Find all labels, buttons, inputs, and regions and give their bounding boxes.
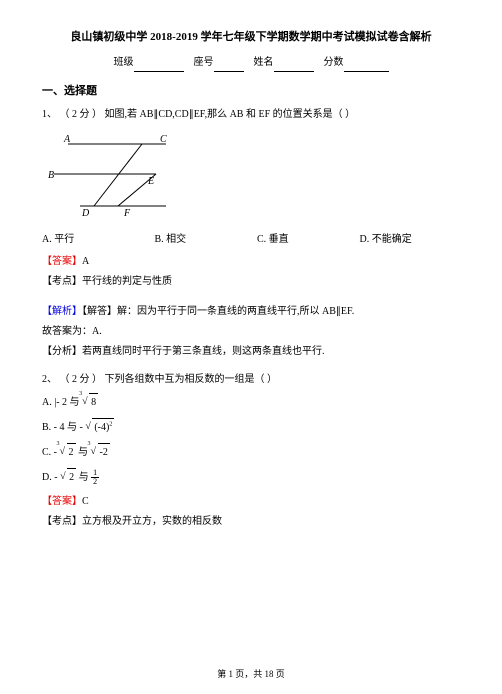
q2-stem: 2、 （ 2 分 ） 下列各组数中互为相反数的一组是（ ） [42, 371, 460, 389]
q2-answer: 【答案】C [42, 493, 460, 511]
q2-kaodian: 【考点】立方根及开立方，实数的相反数 [42, 513, 460, 531]
q2-option-a: A. |- 2 与 38 [42, 393, 460, 412]
q1-fenxi: 【分析】若两直线同时平行于第三条直线，则这两条直线也平行. [42, 343, 460, 361]
label-A: A [63, 134, 71, 145]
q1-answer: 【答案】A [42, 253, 460, 271]
section-heading-1: 一、选择题 [42, 82, 460, 102]
q1-stem: 1、 （ 2 分 ） 如图,若 AB∥CD,CD∥EF,那么 AB 和 EF 的… [42, 106, 460, 124]
q1-option-a: A. 平行 [42, 231, 152, 249]
q1-diagram: A C B E D F [48, 128, 460, 225]
exam-title: 良山镇初级中学 2018-2019 学年七年级下学期数学期中考试模拟试卷含解析 [42, 28, 460, 48]
name-label: 姓名 [254, 57, 274, 68]
label-C: C [160, 134, 167, 145]
q1-gdan: 故答案为：A. [42, 323, 460, 341]
q1-option-c: C. 垂直 [257, 231, 357, 249]
q1-jiexi: 【解析】【解答】解：因为平行于同一条直线的两直线平行,所以 AB∥EF. [42, 303, 460, 321]
q1-options: A. 平行 B. 相交 C. 垂直 D. 不能确定 [42, 231, 460, 249]
label-E: E [147, 176, 154, 187]
q1-option-d: D. 不能确定 [360, 231, 412, 249]
q2-option-d: D. - 2 与 12 [42, 468, 460, 487]
score-label: 分数 [324, 57, 344, 68]
q2-option-c: C. - 32 与 3-2 [42, 443, 460, 462]
student-info-line: 班级 座号 姓名 分数 [42, 54, 460, 72]
q2-option-b: B. - 4 与 - (-4)2 [42, 418, 460, 437]
seat-label: 座号 [194, 57, 214, 68]
label-F: F [123, 208, 131, 218]
class-label: 班级 [114, 57, 134, 68]
label-B: B [48, 170, 54, 181]
page-footer: 第 1 页，共 18 页 [0, 667, 502, 680]
q1-option-b: B. 相交 [155, 231, 255, 249]
label-D: D [81, 208, 90, 218]
q1-kaodian: 【考点】平行线的判定与性质 [42, 273, 460, 291]
